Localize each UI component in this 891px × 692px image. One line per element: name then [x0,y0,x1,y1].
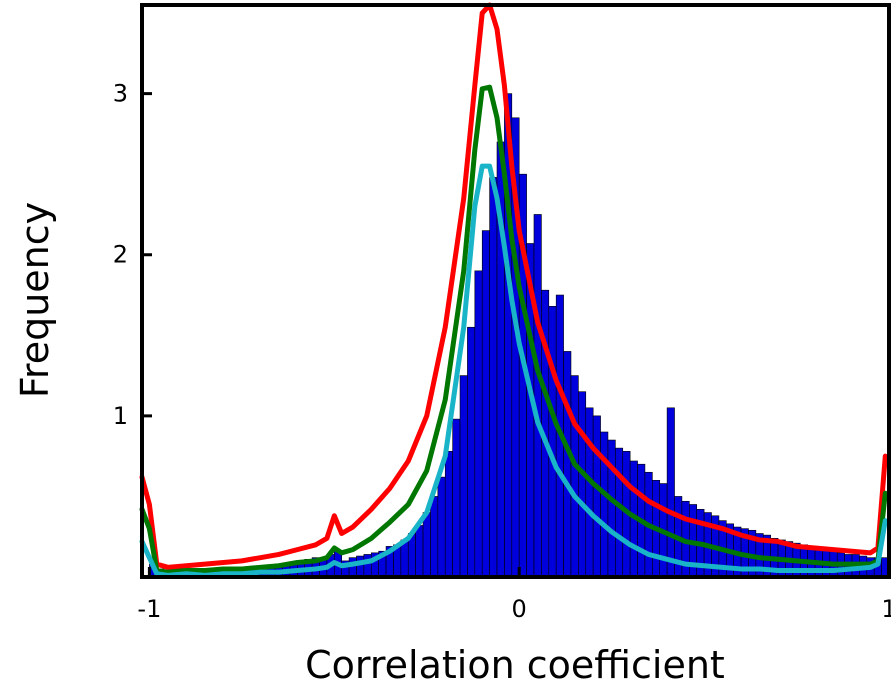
series-line-2 [139,163,888,578]
histogram-bar-62 [607,439,616,578]
histogram-bar-28 [356,555,365,578]
histogram-bar-38 [430,496,439,578]
histogram-bar-42 [459,375,468,578]
histogram-bar-52 [533,214,542,578]
x-tick-label-1: 0 [512,595,527,623]
y-tick-label-2: 3 [113,80,128,108]
histogram-bar-57 [570,375,579,578]
x-tick-label-0: -1 [137,595,161,623]
histogram-bar-29 [363,554,372,578]
histogram-bar-43 [467,326,476,578]
x-axis-title: Correlation coefficient [305,643,725,687]
axes: -1 0 1 1 2 3 [113,3,891,623]
histogram-bar-63 [615,447,624,578]
histogram-bar-41 [452,418,461,578]
histogram-bar-37 [422,512,431,578]
histogram-bar-40 [444,451,453,578]
histogram-bar-39 [437,476,446,578]
histogram-bar-44 [474,270,483,578]
histogram-bar-59 [585,407,594,578]
histogram-bar-46 [489,177,498,578]
histogram-bar-58 [578,391,587,578]
series-lines [139,2,888,578]
x-tick-label-2: 1 [881,595,891,623]
histogram-bar-45 [481,230,490,578]
histogram-bar-56 [563,351,572,578]
y-tick-label-1: 2 [113,241,128,269]
plot-frame [140,3,891,579]
histogram-bar-36 [415,525,424,578]
histogram-bar-54 [548,306,557,578]
histogram-bar-27 [348,557,357,578]
series-line-0 [139,2,888,570]
histogram-bar-70 [666,407,675,578]
series-line-1 [139,84,888,575]
y-tick-label-0: 1 [113,402,128,430]
histogram-bar-60 [592,415,601,578]
y-axis-title: Frequency [13,202,57,398]
